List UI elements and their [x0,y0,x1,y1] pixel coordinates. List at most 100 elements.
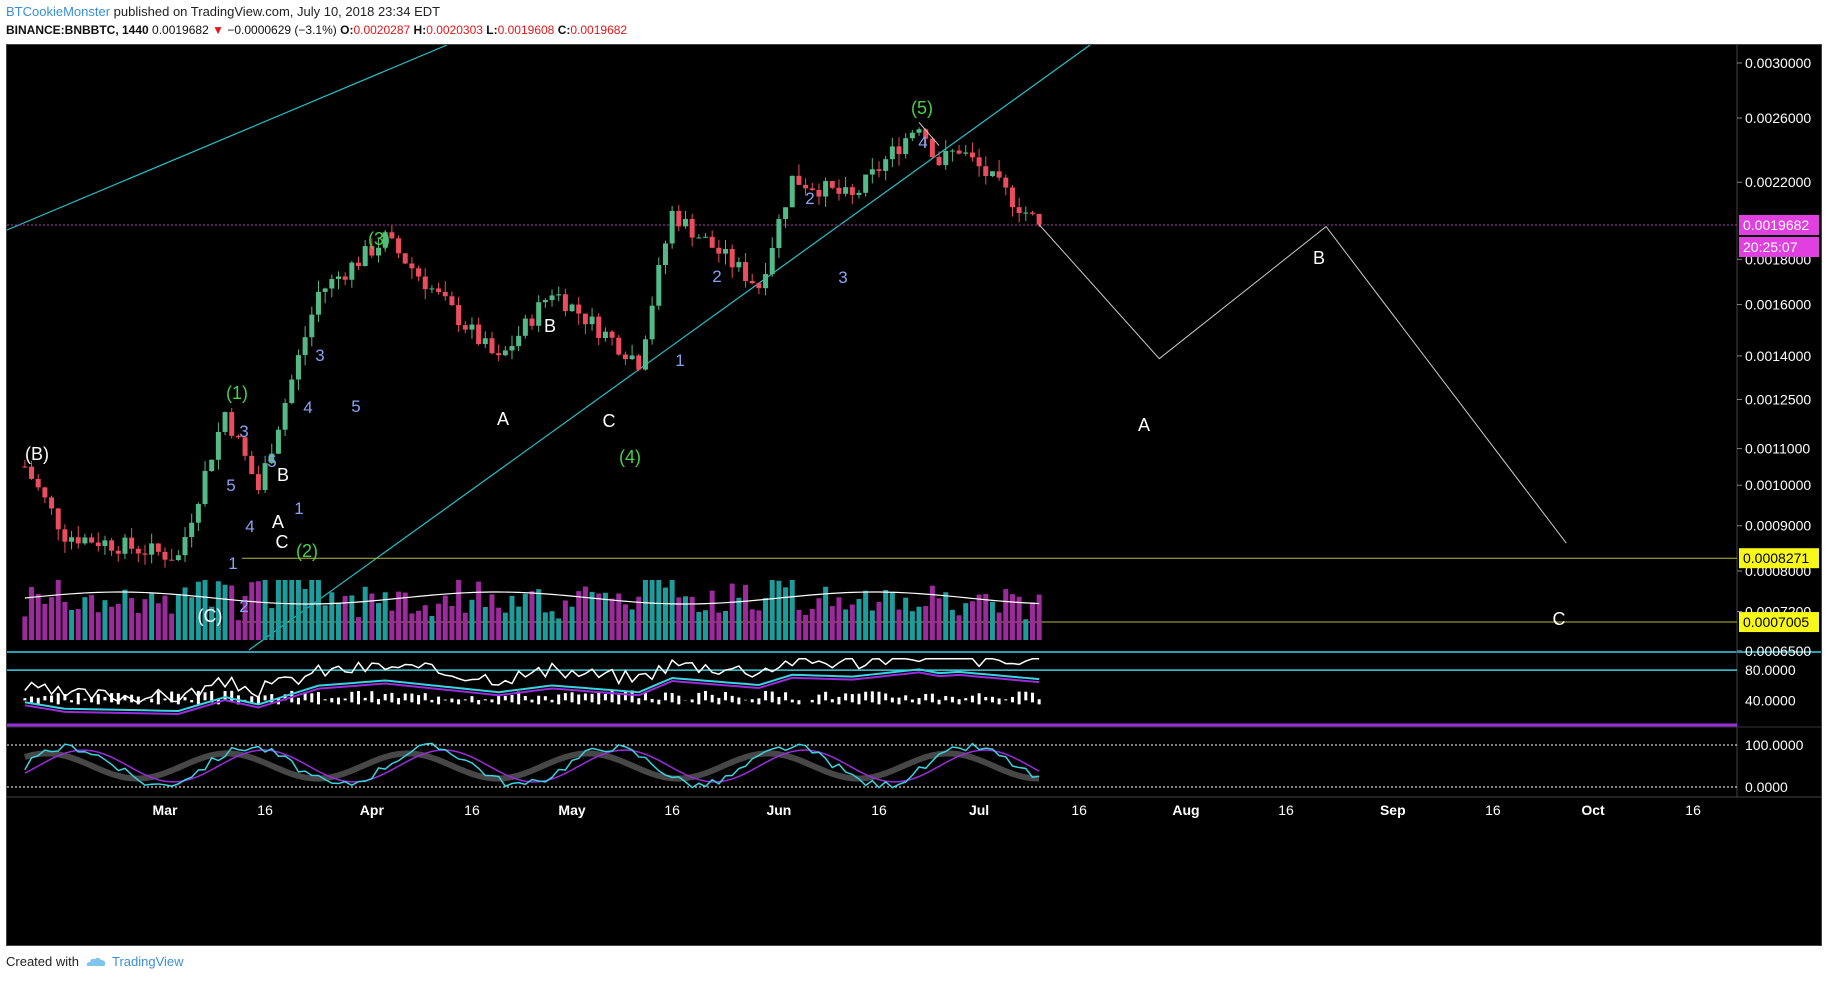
candle-body [215,431,221,460]
rsi-histogram-bar [543,696,547,701]
wave-label-correction: A [272,512,284,532]
volume-bar [49,597,55,640]
candle-body [362,246,368,267]
volume-bar [749,609,755,640]
rsi-histogram-bar [870,691,874,703]
rsi-histogram-bar [203,692,207,701]
candle-body [55,508,61,530]
volume-bar [496,607,502,640]
candle-body [1009,187,1015,208]
rsi-histogram-bar [410,693,414,703]
chart-area[interactable]: (1) (2) (3) (4) (5) 3 5 4 1 2 3 5 4 1 2 1 2 3 4 5 (B) (C) B A C A… [6,44,1822,946]
rsi-histogram-bar [403,693,407,701]
volume-bar [823,586,829,640]
volume-bar [789,580,795,640]
volume-bar [269,608,275,640]
rsi-histogram-bar [1024,691,1028,701]
candle-body [489,338,495,354]
candle-body [709,236,715,248]
rsi-histogram-bar [937,699,941,705]
volume-bar [756,610,762,640]
volume-bar [602,592,608,640]
candle-body [662,243,668,266]
rsi-histogram-bar [897,697,901,705]
rsi-histogram-bar [717,697,721,705]
rsi-histogram-bar [443,699,447,701]
rsi-histogram-bar [136,696,140,705]
candle-body [162,551,168,560]
volume-bar [229,585,235,640]
volume-bar [109,606,115,640]
author-link[interactable]: BTCookieMonster [6,4,111,19]
candle-body [856,192,862,195]
volume-bar [62,601,68,640]
rsi-histogram-bar [570,692,574,703]
rsi-histogram-bar [183,697,187,701]
volume-bar [282,580,288,640]
volume-bar [809,608,815,640]
candle-body [536,302,542,326]
volume-bar [716,612,722,640]
wave-label-minor: 5 [267,452,276,471]
candle-body [476,324,482,345]
published-line: BTCookieMonster published on TradingView… [6,4,440,19]
rsi-histogram-bar [176,693,180,705]
indicator-tick-label: 0.0000 [1745,779,1788,795]
rsi-histogram-bar [610,690,614,703]
tradingview-link[interactable]: TradingView [85,954,184,969]
rsi-histogram-bar [797,700,801,705]
candle-body [589,316,595,325]
volume-bar [502,612,508,640]
candle-body [936,157,942,166]
rsi-histogram-bar [250,696,254,703]
chart-canvas[interactable]: (1)(2)(3)(4)(5)354123541212345(B)(C)BACA… [7,45,1821,945]
candle-body [562,294,568,312]
candle-body [556,294,562,296]
volume-bar [542,612,548,640]
volume-bar [989,601,995,640]
rsi-histogram-bar [270,694,274,703]
candle-body [909,132,915,139]
wave-label-minor: 5 [351,397,360,416]
rsi-histogram-bar [857,693,861,705]
candle-body [949,150,955,152]
symbol-label: BINANCE:BNBBTC, 1440 [6,23,149,37]
rsi-histogram-bar [483,699,487,701]
volume-bar [876,601,882,640]
rsi-histogram-bar [904,695,908,701]
candle-body [482,338,488,345]
down-arrow-icon: ▼ [212,23,224,37]
volume-bar [362,586,368,640]
time-tick-label: Jun [766,802,791,818]
candle-body [29,466,35,479]
time-tick-label: Mar [153,802,178,818]
rsi-histogram-bar [256,696,260,705]
rsi-histogram-bar [83,698,87,701]
volume-bar [442,595,448,640]
rsi-histogram-bar [103,696,107,701]
volume-bar [275,580,281,640]
rsi-histogram-bar [497,695,501,705]
volume-bar [829,606,835,640]
candle-body [309,314,315,338]
rsi-histogram-bar [30,696,34,703]
candle-body [442,291,448,297]
rsi-histogram-bar [330,698,334,703]
rsi-histogram-bar [924,693,928,701]
candle-body [122,537,128,554]
volume-bar [616,593,622,640]
volume-bar [476,581,482,640]
volume-bar [356,617,362,640]
rsi-histogram-bar [637,698,641,705]
indicator-tick-label: 100.0000 [1745,737,1804,753]
price-tick-label: 0.0016000 [1745,297,1811,313]
candle-body [249,455,255,475]
candle-body [135,548,141,554]
volume-bar [349,595,355,640]
volume-bar [489,594,495,640]
rsi-histogram-bar [50,695,54,703]
volume-bar [596,593,602,640]
rsi-histogram-bar [777,696,781,705]
candle-body [676,210,682,227]
candle-body [849,187,855,195]
